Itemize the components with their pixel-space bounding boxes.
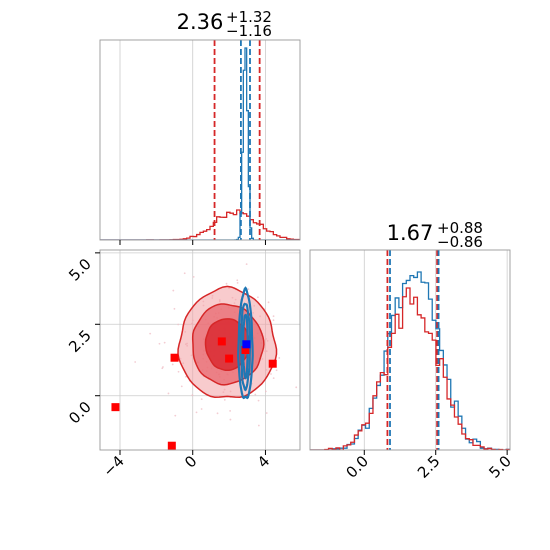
marker-red — [111, 403, 120, 412]
marginal-x-title: 2.36 — [177, 10, 224, 34]
marker-red — [268, 359, 277, 368]
sample-dot — [174, 414, 177, 417]
sample-dot — [180, 385, 183, 388]
sample-dot — [275, 369, 278, 372]
marker-red — [167, 441, 176, 450]
panel-frame — [99, 39, 301, 241]
sample-dot — [173, 307, 176, 310]
sample-dot — [183, 272, 186, 275]
histogram-red — [100, 209, 300, 240]
sample-dot — [257, 424, 260, 427]
sample-dot — [134, 361, 137, 363]
contour-blue — [237, 286, 254, 400]
joint-scatter-panel: −4 0 4 0.0 2.5 5.0 — [65, 249, 318, 480]
title-value: 1.67 — [387, 221, 434, 245]
panel-frame — [309, 249, 511, 451]
x-tick-label: 5.0 — [485, 452, 515, 482]
contour-blue — [239, 302, 252, 392]
y-tick-label: 2.5 — [65, 326, 95, 356]
sample-dot — [270, 373, 272, 375]
sample-dot — [163, 341, 166, 344]
sample-dot — [236, 281, 239, 284]
grid — [119, 40, 266, 240]
sample-dot — [278, 357, 281, 359]
title-lower: −1.16 — [226, 22, 272, 40]
sample-dot — [257, 296, 259, 299]
sample-dot — [177, 370, 180, 373]
sample-dot — [272, 319, 275, 322]
histogram-red — [310, 287, 510, 450]
sample-dot — [195, 411, 198, 414]
marginal-y-title: 1.67 — [387, 221, 434, 245]
x-tick-label: 2.5 — [414, 452, 444, 482]
sample-dot — [149, 332, 152, 335]
x-tick-label: 4 — [254, 452, 273, 471]
sample-dot — [191, 394, 194, 397]
sample-dot — [161, 367, 164, 370]
sample-dot — [200, 408, 203, 410]
sample-dot — [257, 399, 260, 402]
panel-frame — [99, 249, 301, 451]
x-tick-label: 0 — [181, 452, 200, 471]
title-value: 2.36 — [177, 10, 224, 34]
sample-dot — [267, 301, 270, 304]
marker-red — [170, 353, 179, 362]
y-tick-label: 5.0 — [65, 255, 95, 285]
marker-blue — [242, 340, 251, 349]
marginal-x-panel: 2.36 +1.32 −1.16 — [99, 8, 301, 245]
title-upper: +1.32 — [226, 8, 272, 26]
marginal-y-panel: 0.0 2.5 5.0 1.67 +0.88 −0.86 — [309, 219, 515, 482]
sample-dot — [245, 263, 248, 266]
sample-dot — [272, 377, 275, 380]
sample-dot — [158, 342, 161, 345]
sample-dot — [167, 392, 170, 395]
sample-dot — [171, 363, 174, 366]
x-tick-label: −4 — [99, 452, 127, 480]
sample-dot — [216, 412, 219, 415]
histogram-blue — [100, 47, 300, 240]
sample-dot — [295, 386, 298, 389]
sample-dot — [272, 315, 275, 318]
sample-dot — [200, 398, 203, 401]
sample-dot — [225, 282, 228, 285]
title-lower: −0.86 — [437, 233, 483, 251]
sample-dot — [192, 276, 195, 278]
sample-dot — [229, 410, 232, 412]
sample-dot — [236, 279, 239, 282]
sample-dot — [172, 289, 175, 292]
title-upper: +0.88 — [437, 219, 483, 237]
sample-dot — [265, 412, 268, 414]
sample-dot — [247, 288, 250, 291]
sample-dot — [177, 323, 180, 326]
marker-red — [241, 346, 250, 354]
x-tick-label: 0.0 — [343, 452, 373, 482]
marker-red — [225, 354, 234, 363]
sample-dot — [223, 398, 226, 401]
y-tick-label: 0.0 — [65, 398, 95, 428]
sample-dot — [264, 390, 267, 393]
marker-red — [217, 337, 226, 346]
sample-dot — [185, 375, 187, 378]
sample-dot — [229, 418, 232, 421]
sample-dot — [254, 393, 257, 396]
sample-dot — [316, 320, 318, 322]
